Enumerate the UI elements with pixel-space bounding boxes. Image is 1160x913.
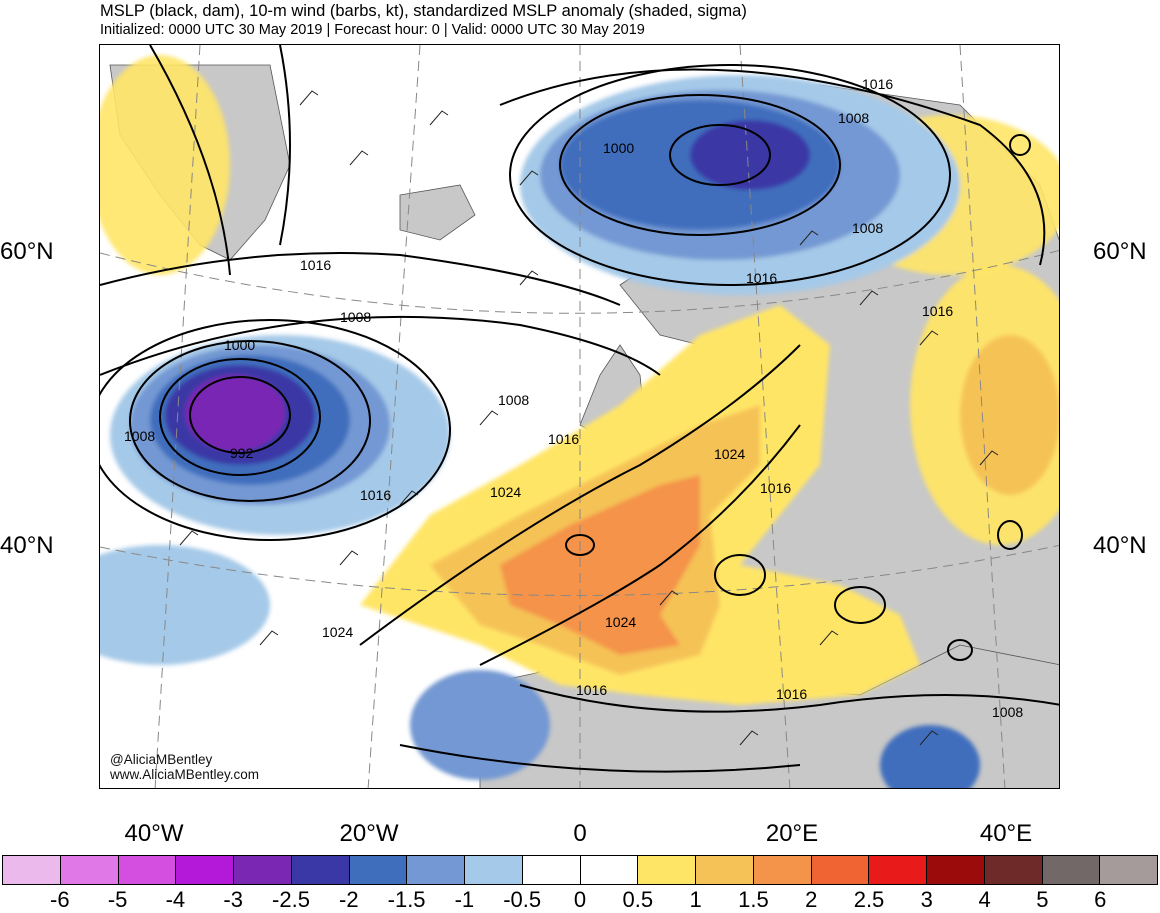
contour-label: 1024 (322, 624, 353, 640)
contour-labels: 1016 1008 1000 1008 1016 1016 1008 1000 … (124, 76, 1023, 720)
colorbar-tick-label: -6 (50, 887, 70, 912)
colorbar-cell (753, 856, 812, 884)
anomaly-negative-egypt (880, 725, 980, 788)
contour-label: 1000 (603, 140, 634, 156)
wind-barbs (179, 90, 999, 746)
colorbar-cell (407, 856, 465, 884)
credit-website: www.AliciaMBentley.com (110, 767, 260, 782)
contour-label: 1016 (548, 431, 579, 447)
lat-label-left: 60°N (0, 238, 54, 265)
lat-label-left: 40°N (0, 532, 54, 559)
colorbar-cell (1100, 856, 1157, 884)
colorbar-cell (1042, 856, 1101, 884)
colorbar-cell (638, 856, 696, 884)
colorbar-tick-label: 4 (978, 887, 991, 912)
contour-label: 1000 (224, 337, 255, 353)
anomaly-positive-east-core (960, 335, 1059, 495)
contour-label: 1016 (576, 682, 607, 698)
contour-label: 1016 (760, 480, 791, 496)
lon-label: 20°W (339, 820, 399, 847)
colorbar-cell (984, 856, 1043, 884)
colorbar-tick-label: 0.5 (622, 887, 654, 912)
colorbar-tick-label: 2.5 (853, 887, 885, 912)
colorbar-cell (60, 856, 119, 884)
anomaly-negative-atlantic-core (185, 375, 285, 451)
colorbar-cell (176, 856, 234, 884)
contour-label: 1008 (340, 309, 371, 325)
mslp-contours (100, 45, 1059, 773)
contour-label: 1016 (776, 686, 807, 702)
colorbar-cell (580, 856, 639, 884)
colorbar-cell (349, 856, 408, 884)
colorbar (2, 855, 1158, 885)
colorbar-tick-label: -1 (454, 887, 475, 912)
colorbar-tick-label: 0 (573, 887, 587, 912)
contour-label: 1008 (992, 704, 1023, 720)
colorbar-tick-label: -2.5 (272, 887, 310, 912)
anomaly-negative-scandinavia-core (690, 120, 810, 190)
lat-label-right: 60°N (1093, 238, 1147, 265)
contour-label: 1024 (605, 614, 636, 630)
colorbar-tick-label: 6 (1094, 887, 1107, 912)
map-panel: 1016 1008 1000 1008 1016 1016 1008 1000 … (99, 44, 1060, 789)
colorbar-cell (869, 856, 927, 884)
contour-label: 1008 (852, 220, 883, 236)
colorbar-tick-label: -5 (107, 887, 128, 912)
contour-label: 1008 (838, 110, 869, 126)
colorbar-cell (811, 856, 870, 884)
credit-handle: @AliciaMBentley (110, 752, 213, 767)
anomaly-positive-europe-core (500, 475, 700, 655)
contour-label: 1016 (922, 303, 953, 319)
graticule (100, 45, 1059, 788)
anomaly-positive-greenland (100, 55, 230, 275)
iceland-landmass (399, 184, 476, 241)
colorbar-cell (291, 856, 350, 884)
colorbar-cell (234, 856, 292, 884)
contour-label: 1008 (498, 392, 529, 408)
lon-label: 20°E (765, 820, 819, 847)
weather-map: 1016 1008 1000 1008 1016 1016 1008 1000 … (100, 45, 1059, 788)
contour-label: 992 (230, 445, 254, 461)
colorbar-cell (696, 856, 754, 884)
colorbar-tick-label: -0.5 (503, 887, 542, 912)
chart-title: MSLP (black, dam), 10-m wind (barbs, kt)… (100, 2, 747, 20)
colorbar-cell (522, 856, 581, 884)
colorbar-tick-label: 3 (920, 887, 933, 912)
colorbar-tick-label: -4 (165, 887, 186, 912)
colorbar-cell (927, 856, 985, 884)
colorbar-tick-label: 5 (1036, 887, 1049, 912)
chart-subtitle: Initialized: 0000 UTC 30 May 2019 | Fore… (100, 22, 645, 38)
lon-label: 40°W (124, 820, 184, 847)
colorbar-tick-label: 2 (805, 887, 818, 912)
lat-label-right: 40°N (1093, 532, 1147, 559)
anomaly-negative-southwest (100, 545, 270, 665)
colorbar-tick-label: -2 (339, 887, 359, 912)
contour-label: 1008 (124, 428, 155, 444)
lon-label: 40°E (979, 820, 1033, 847)
contour-label: 1016 (746, 270, 777, 286)
colorbar-tick-label: -3 (223, 887, 243, 912)
contour-label: 1016 (862, 76, 893, 92)
lon-label: 0 (573, 820, 587, 847)
contour-label: 1016 (360, 487, 391, 503)
colorbar-cell (465, 856, 523, 884)
contour-label: 1024 (714, 446, 745, 462)
colorbar-tick-label: 1.5 (738, 887, 769, 912)
contour-label: 1024 (490, 484, 521, 500)
colorbar-tick-label: -1.5 (387, 887, 426, 912)
contour-label: 1016 (300, 257, 331, 273)
colorbar-cell (118, 856, 177, 884)
colorbar-cell (3, 856, 61, 884)
colorbar-tick-label: 1 (689, 887, 702, 912)
